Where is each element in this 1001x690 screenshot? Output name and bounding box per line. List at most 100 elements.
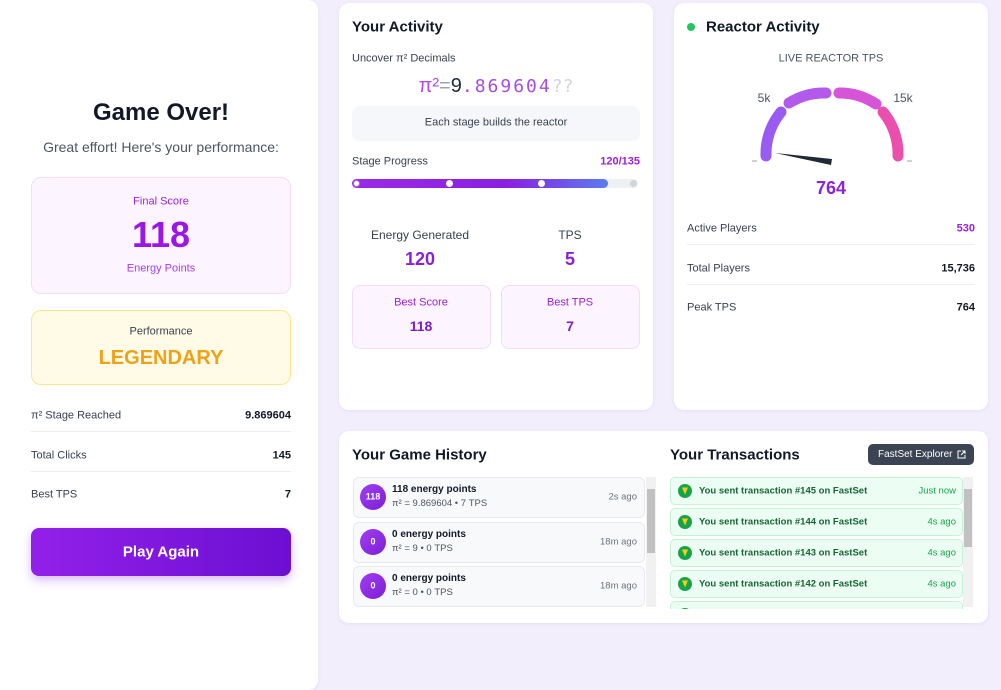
- history-title: 0 energy points: [392, 573, 466, 584]
- scroll-thumb[interactable]: [964, 489, 972, 547]
- best-tps: 7: [566, 318, 574, 334]
- label: TPS: [558, 228, 582, 242]
- badge-text: 0: [370, 536, 376, 546]
- history-item[interactable]: 0 0 energy points π² = 9 • 0 TPS 18m ago: [353, 521, 645, 563]
- final-score: 118: [131, 214, 191, 255]
- stat-value: 764: [956, 301, 975, 314]
- best-tps-box: [501, 285, 640, 349]
- button-label: FastSet Explorer: [878, 449, 953, 460]
- scrollbar[interactable]: [963, 477, 973, 607]
- history-item[interactable]: 0 0 energy points π² = 0 • 0 TPS 18m ago: [353, 566, 645, 607]
- card-title: Your Transactions: [670, 446, 800, 464]
- history-time: 18m ago: [600, 580, 637, 592]
- stat-label: Best TPS: [31, 488, 78, 501]
- stat-label: Peak TPS: [687, 301, 737, 314]
- gauge: [752, 87, 912, 165]
- label: Energy Generated: [370, 228, 470, 242]
- final-score-box: [31, 177, 291, 294]
- stat-label: Active Players: [687, 222, 757, 235]
- stat-value: 530: [956, 222, 975, 235]
- gauge-segment: [877, 106, 904, 162]
- separator: [31, 431, 291, 432]
- game-over-panel: Game Over! Great effort! Here's your per…: [0, 0, 318, 690]
- tps-value: 5: [564, 249, 576, 269]
- lightning-icon: [678, 608, 692, 609]
- performance-box: [31, 310, 291, 385]
- label: Stage Progress: [352, 155, 428, 168]
- card-title: Reactor Activity: [706, 18, 820, 36]
- pi-symbol: π²: [418, 75, 440, 97]
- score-badge: 118: [360, 484, 386, 510]
- needle: [775, 153, 832, 165]
- label: Performance: [129, 325, 193, 338]
- label: Final Score: [133, 195, 189, 208]
- transaction-item: You sent transaction #144 on FastSet 4s a…: [670, 508, 963, 536]
- transaction-text: You sent transaction #143 on FastSet: [699, 547, 868, 559]
- live-dot: [687, 23, 695, 31]
- bolt: [682, 549, 688, 557]
- card-title: Your Game History: [352, 446, 487, 464]
- scroll-thumb[interactable]: [647, 489, 655, 553]
- lightning-icon: [678, 515, 692, 529]
- transaction-text: You sent transaction #145 on FastSet: [699, 485, 868, 497]
- history-detail: π² = 9 • 0 TPS: [392, 542, 453, 554]
- gauge-low: 5k: [757, 91, 771, 105]
- history-detail: π² = 9.869604 • 7 TPS: [392, 498, 488, 509]
- badge-text: 118: [365, 491, 381, 502]
- reactor-card: Reactor Activity LIVE REACTOR TPS 5k 15k…: [674, 3, 988, 410]
- separator: [687, 283, 975, 285]
- badge-text: 0: [370, 580, 376, 591]
- stat-label: Total Players: [687, 262, 750, 274]
- bolt: [682, 518, 688, 526]
- dot: [446, 180, 453, 187]
- label: Best Score: [394, 296, 448, 309]
- lightning-icon: [678, 577, 692, 591]
- transaction-list: You sent transaction #145 on FastSet Just…: [670, 477, 963, 609]
- transaction-text: You sent transaction #144 on FastSet: [699, 516, 868, 528]
- transaction-time: Just now: [918, 485, 957, 497]
- gauge-label: LIVE REACTOR TPS: [778, 52, 884, 65]
- subtitle: Great effort! Here's your performance:: [43, 139, 279, 155]
- separator: [31, 470, 291, 472]
- gauge-segment: [783, 87, 832, 109]
- best-score-box: [352, 285, 491, 349]
- button-label: Play Again: [122, 543, 200, 561]
- bolt: [682, 487, 688, 495]
- stat-value: 15,736: [941, 262, 975, 274]
- dot: [353, 180, 360, 187]
- bolt: [682, 580, 688, 588]
- scrollbar[interactable]: [646, 477, 656, 607]
- gauge-segment: [833, 87, 882, 110]
- energy-value: 120: [404, 249, 436, 269]
- play-again-button[interactable]: Play Again: [31, 528, 291, 576]
- stat-label: Total Clicks: [31, 449, 87, 461]
- note-box: [352, 106, 640, 141]
- history-detail: π² = 0 • 0 TPS: [392, 587, 453, 598]
- history-time: 2s ago: [608, 491, 637, 503]
- external-icon: [957, 450, 966, 459]
- stat-value: 9.869604: [245, 409, 291, 422]
- history-time: 18m ago: [600, 535, 637, 547]
- transaction-item: You sent transaction #145 on FastSet Just…: [670, 477, 963, 505]
- note: Each stage builds the reactor: [424, 116, 568, 129]
- digit: 9: [450, 75, 462, 97]
- best-score: 118: [409, 318, 433, 334]
- stat-value: 145: [272, 449, 291, 461]
- transaction-time: 4s ago: [927, 516, 956, 528]
- history-title: 0 energy points: [392, 528, 466, 540]
- explorer-button[interactable]: FastSet Explorer: [868, 444, 974, 465]
- history-title: 118 energy points: [392, 484, 477, 495]
- label: Best TPS: [546, 296, 594, 309]
- card-title: Your Activity: [352, 18, 443, 36]
- hidden-digits: ??: [551, 76, 574, 97]
- separator: [687, 244, 975, 245]
- transaction-time: 4s ago: [927, 547, 956, 559]
- activity-card: Your Activity Uncover π² Decimals π²=9.8…: [339, 3, 653, 410]
- dot: [538, 180, 545, 187]
- progress-value: 120/135: [600, 155, 640, 168]
- progress-fill: [352, 179, 608, 188]
- stat-label: π² Stage Reached: [31, 409, 122, 422]
- history-item[interactable]: 118 118 energy points π² = 9.869604 • 7 TP…: [353, 477, 645, 518]
